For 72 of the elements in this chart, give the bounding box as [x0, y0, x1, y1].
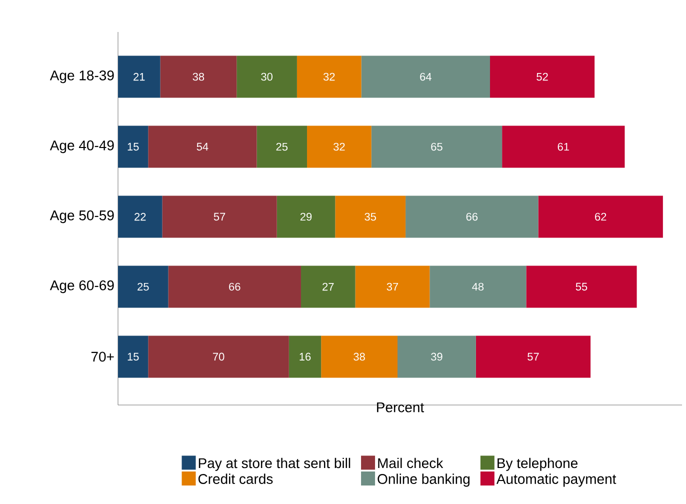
bar	[371, 126, 502, 168]
bar	[168, 266, 301, 308]
data-label: 25	[138, 282, 149, 291]
legend-label: Mail check	[378, 458, 444, 468]
bar	[256, 126, 308, 168]
data-label: 21	[134, 72, 145, 81]
bar	[321, 336, 398, 378]
data-label: 15	[128, 142, 139, 151]
data-label: 32	[333, 142, 345, 151]
bar	[162, 196, 277, 238]
data-label: 30	[261, 72, 272, 81]
bar	[476, 336, 591, 378]
legend-label: Credit cards	[198, 474, 273, 484]
bar	[538, 196, 663, 238]
data-label: 54	[196, 142, 208, 151]
y-tick-label: Age 50-59	[50, 210, 114, 224]
data-label: 66	[229, 282, 240, 291]
bar	[490, 56, 595, 98]
data-label: 65	[431, 142, 442, 151]
bar	[118, 196, 162, 238]
data-label: 66	[466, 212, 478, 221]
bar	[118, 266, 168, 308]
bar	[118, 126, 148, 168]
legend-label: By telephone	[498, 458, 578, 471]
data-label: 39	[431, 352, 442, 361]
bar	[430, 266, 526, 308]
y-tick-label: 70+	[91, 352, 114, 362]
data-label: 38	[192, 72, 204, 81]
data-label: 27	[322, 282, 334, 291]
data-label: 32	[323, 72, 335, 81]
bar	[118, 336, 148, 378]
bar	[406, 196, 538, 238]
data-label: 57	[214, 212, 226, 221]
bar	[502, 126, 625, 168]
bar	[288, 336, 322, 378]
bar	[355, 266, 430, 308]
y-tick-label: Age 18-39	[50, 70, 114, 84]
data-label: 29	[300, 212, 312, 221]
bar	[526, 266, 637, 308]
data-label: 64	[420, 72, 432, 81]
legend-label: Pay at store that sent bill	[198, 458, 350, 471]
data-label: 48	[472, 282, 484, 291]
bar	[118, 56, 160, 98]
bar	[335, 196, 406, 238]
data-label: 52	[536, 72, 548, 81]
bar	[276, 196, 336, 238]
bar	[361, 56, 490, 98]
bar	[160, 56, 237, 98]
bar	[148, 126, 257, 168]
bar	[236, 56, 297, 98]
data-label: 15	[128, 352, 139, 361]
data-label: 57	[528, 352, 539, 361]
data-label: 61	[558, 142, 569, 151]
y-tick-label: Age 40-49	[50, 140, 114, 154]
bar	[307, 126, 372, 168]
data-label: 55	[576, 282, 588, 291]
bar	[398, 336, 476, 378]
bar	[300, 266, 356, 308]
data-label: 22	[134, 212, 146, 221]
legend-label: Online banking	[378, 474, 470, 487]
data-label: 70	[212, 352, 224, 361]
data-label: 25	[276, 142, 288, 151]
bar	[296, 56, 362, 98]
data-label: 62	[595, 212, 606, 221]
legend-label: Automatic payment	[496, 474, 616, 487]
data-label: 38	[354, 352, 365, 361]
data-label: 35	[364, 212, 376, 221]
data-label: 16	[300, 352, 311, 361]
x-axis-title: Percent	[377, 402, 424, 412]
bar	[148, 336, 289, 378]
y-tick-label: Age 60-69	[50, 280, 114, 294]
data-label: 37	[386, 282, 398, 291]
